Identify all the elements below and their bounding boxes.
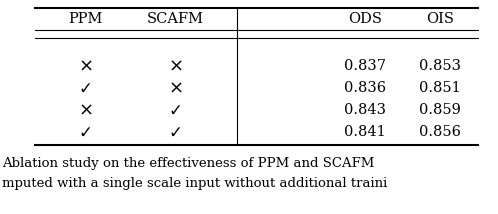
Text: 0.856: 0.856 (419, 125, 461, 139)
Text: $\times$: $\times$ (78, 57, 92, 75)
Text: $\checkmark$: $\checkmark$ (168, 123, 182, 141)
Text: 0.841: 0.841 (344, 125, 386, 139)
Text: $\checkmark$: $\checkmark$ (79, 123, 92, 141)
Text: OIS: OIS (426, 12, 454, 26)
Text: ODS: ODS (348, 12, 382, 26)
Text: SCAFM: SCAFM (146, 12, 204, 26)
Text: $\checkmark$: $\checkmark$ (79, 79, 92, 97)
Text: 0.853: 0.853 (419, 59, 461, 73)
Text: mputed with a single scale input without additional traini: mputed with a single scale input without… (2, 177, 387, 190)
Text: 0.843: 0.843 (344, 103, 386, 117)
Text: 0.837: 0.837 (344, 59, 386, 73)
Text: 0.836: 0.836 (344, 81, 386, 95)
Text: $\times$: $\times$ (168, 57, 182, 75)
Text: 0.851: 0.851 (419, 81, 461, 95)
Text: $\times$: $\times$ (168, 79, 182, 97)
Text: $\checkmark$: $\checkmark$ (168, 101, 182, 119)
Text: Ablation study on the effectiveness of PPM and SCAFM: Ablation study on the effectiveness of P… (2, 156, 374, 169)
Text: 0.859: 0.859 (419, 103, 461, 117)
Text: $\times$: $\times$ (78, 101, 92, 119)
Text: PPM: PPM (68, 12, 102, 26)
